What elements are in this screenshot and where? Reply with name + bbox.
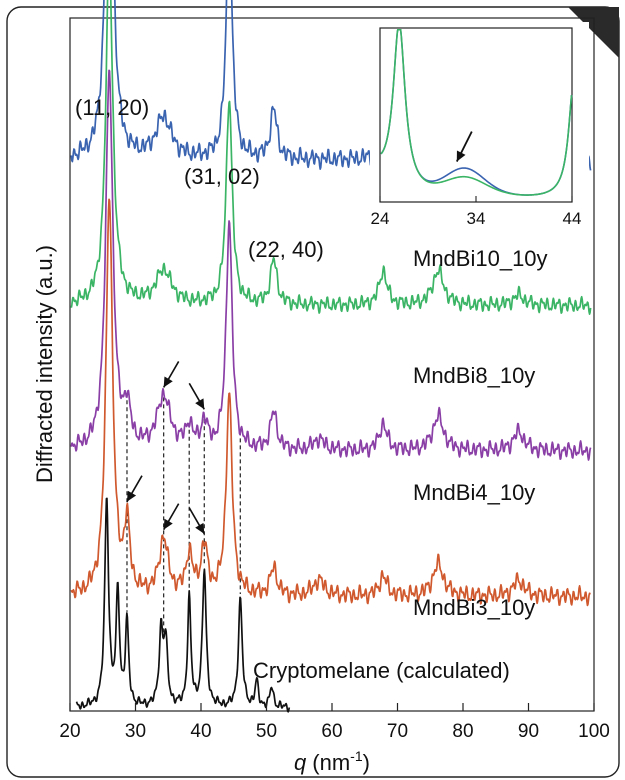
x-tick-label: 80 <box>452 721 473 742</box>
main-plot: 20 30 40 50 60 70 80 90 100 (11, 20) (31, 02) (2… <box>32 0 610 775</box>
series-label-mndbi10: MndBi10_10y <box>413 246 548 271</box>
x-axis-unit-close: ) <box>363 750 370 775</box>
peak-label-11-20: (11, 20) <box>75 95 149 120</box>
x-tick-label: 30 <box>125 721 146 742</box>
x-tick-label: 40 <box>190 721 211 742</box>
inset-tick-label: 44 <box>563 209 582 228</box>
annotation-arrow-1 <box>188 382 205 410</box>
series-label-mndbi4: MndBi4_10y <box>413 480 535 505</box>
annotation-arrow-4 <box>188 507 205 535</box>
series-line-mndbi4-10y <box>70 69 592 461</box>
series-line-cryptomelane-calculated <box>75 497 291 713</box>
series-label-mndbi8: MndBi8_10y <box>413 363 535 388</box>
inset-plot: 24 34 44 <box>370 22 589 232</box>
arrow-layer <box>126 361 205 535</box>
series-line-mndbi8-10y <box>70 0 592 315</box>
annotation-arrow-0 <box>162 361 180 388</box>
x-axis-unit-exponent: -1 <box>350 748 363 764</box>
x-tick-label: 70 <box>387 721 408 742</box>
inset-x-ticks: 24 34 44 <box>371 196 582 228</box>
arrow-head <box>195 522 205 534</box>
figure-border <box>6 6 620 778</box>
inset-line-mndbi8-10y <box>380 28 573 196</box>
x-tick-label: 20 <box>59 721 80 742</box>
annotation-arrow-2 <box>126 475 143 503</box>
x-tick-label: 100 <box>578 721 610 742</box>
series-label-mndbi3: MndBi3_10y <box>413 595 535 620</box>
x-axis-ticks: 20 30 40 50 60 70 80 90 100 <box>59 703 610 742</box>
series-line-mndbi3-10y <box>70 198 591 607</box>
x-tick-label: 50 <box>256 721 277 742</box>
arrow-head <box>195 398 205 410</box>
series-label-cryptomelane: Cryptomelane (calculated) <box>253 658 510 683</box>
x-axis-unit: (nm <box>312 750 350 775</box>
peak-label-22-40: (22, 40) <box>248 237 324 262</box>
annotation-arrow-3 <box>162 503 180 531</box>
y-axis-label: Diffracted intensity (a.u.) <box>32 245 57 483</box>
inset-arrow <box>455 131 473 162</box>
series-layer <box>70 0 592 713</box>
inset-series-layer <box>380 28 573 196</box>
inset-arrow-head <box>456 150 466 162</box>
inset-tick-label: 34 <box>467 209 486 228</box>
x-tick-label: 60 <box>321 721 342 742</box>
arrow-head <box>126 490 137 502</box>
dashed-guides <box>126 393 241 635</box>
inset-tick-label: 24 <box>371 209 390 228</box>
peak-label-31-02: (31, 02) <box>184 164 260 189</box>
arrow-head <box>163 518 173 530</box>
x-tick-label: 90 <box>518 721 539 742</box>
arrow-head <box>163 376 173 388</box>
inset-frame <box>379 27 573 203</box>
x-axis-symbol: q <box>294 750 307 775</box>
x-axis-label: q (nm-1) <box>294 748 370 775</box>
